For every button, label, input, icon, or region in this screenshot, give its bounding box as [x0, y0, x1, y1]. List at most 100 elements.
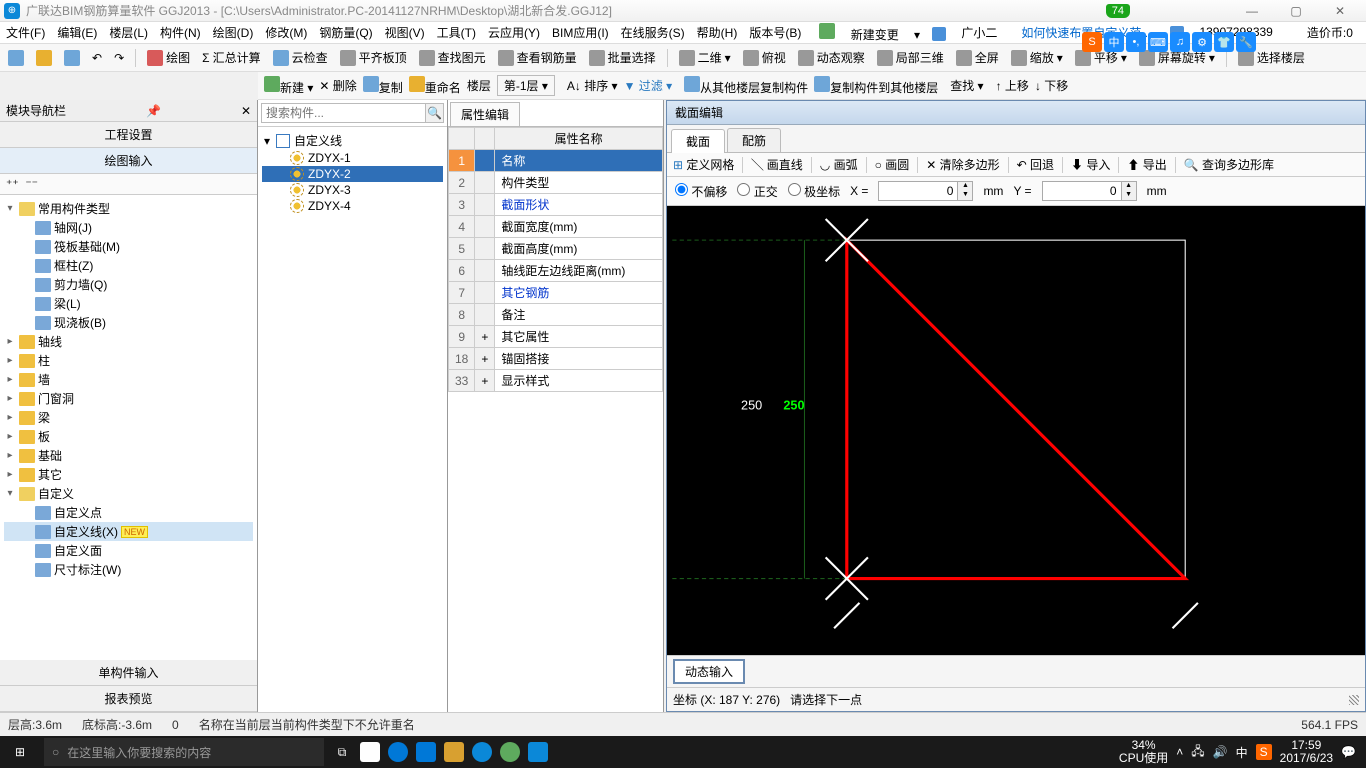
- taskbar-app-6[interactable]: [496, 736, 524, 768]
- nav-node[interactable]: 自定义点: [4, 503, 253, 522]
- batch-select-button[interactable]: 批量选择: [585, 47, 660, 68]
- orbit-button[interactable]: 动态观察: [794, 47, 869, 68]
- system-tray[interactable]: 34%CPU使用 ˄ 🖧 🔊 中 S 17:592017/6/23 💬: [1109, 739, 1366, 765]
- start-button[interactable]: ⊞: [0, 736, 40, 768]
- open-file-button[interactable]: [32, 48, 56, 68]
- nav-node[interactable]: 尺寸标注(W): [4, 560, 253, 579]
- nav-node[interactable]: 筏板基础(M): [4, 237, 253, 256]
- tab-section[interactable]: 截面: [671, 129, 725, 153]
- taskbar-app-4[interactable]: [440, 736, 468, 768]
- menu-floor[interactable]: 楼层(L): [109, 24, 148, 41]
- property-row[interactable]: 8备注: [449, 304, 663, 326]
- menu-online[interactable]: 在线服务(S): [621, 24, 685, 41]
- component-tree[interactable]: ▾自定义线ZDYX-1ZDYX-2ZDYX-3ZDYX-4: [258, 127, 447, 712]
- radio-ortho[interactable]: 正交: [737, 183, 777, 200]
- save-button[interactable]: [60, 48, 84, 68]
- filter-button[interactable]: ▼ 过滤 ▾: [624, 77, 673, 94]
- nav-node[interactable]: 剪力墙(Q): [4, 275, 253, 294]
- menu-version[interactable]: 版本号(B): [749, 24, 801, 41]
- import-button[interactable]: ⬇ 导入: [1071, 156, 1110, 173]
- component-item[interactable]: ZDYX-1: [262, 150, 443, 166]
- tab-rebar[interactable]: 配筋: [727, 128, 781, 152]
- tray-sogou-icon[interactable]: S: [1256, 744, 1272, 760]
- menu-bim[interactable]: BIM应用(I): [552, 24, 609, 41]
- component-root[interactable]: ▾自定义线: [262, 131, 443, 150]
- redo-button[interactable]: ↷: [110, 49, 128, 67]
- menu-cloud[interactable]: 云应用(Y): [488, 24, 540, 41]
- single-component-button[interactable]: 单构件输入: [0, 660, 257, 686]
- draw-line-button[interactable]: ╲ 画直线: [751, 156, 802, 173]
- sort-button[interactable]: A↓ 排序 ▾: [567, 77, 618, 94]
- new-file-button[interactable]: [4, 48, 28, 68]
- new-change-button[interactable]: 新建变更: [851, 28, 899, 42]
- property-row[interactable]: 9+其它属性: [449, 326, 663, 348]
- nav-node[interactable]: ▸门窗洞: [4, 389, 253, 408]
- copy-from-floor-button[interactable]: 从其他楼层复制构件: [684, 76, 808, 96]
- find-button[interactable]: 查找 ▾: [950, 77, 983, 94]
- property-row[interactable]: 2构件类型: [449, 172, 663, 194]
- draw-arc-button[interactable]: ◡ 画弧: [820, 156, 858, 173]
- project-settings-button[interactable]: 工程设置: [0, 122, 257, 148]
- nav-panel-pin-icon[interactable]: 📌: [146, 104, 161, 118]
- nav-node[interactable]: ▸墙: [4, 370, 253, 389]
- property-row[interactable]: 3截面形状: [449, 194, 663, 216]
- tray-notifications-icon[interactable]: 💬: [1341, 745, 1356, 759]
- copy-button[interactable]: 复制: [363, 76, 403, 96]
- menu-file[interactable]: 文件(F): [6, 24, 45, 41]
- export-button[interactable]: ⬆ 导出: [1127, 156, 1166, 173]
- taskbar-app-1[interactable]: [356, 736, 384, 768]
- resize-grip-icon[interactable]: [1349, 695, 1359, 705]
- tray-up-icon[interactable]: ˄: [1176, 745, 1183, 759]
- find-element-button[interactable]: 查找图元: [415, 47, 490, 68]
- property-row[interactable]: 5截面高度(mm): [449, 238, 663, 260]
- update-badge[interactable]: 74: [1106, 4, 1130, 18]
- nav-node[interactable]: ▸柱: [4, 351, 253, 370]
- property-tab[interactable]: 属性编辑: [450, 102, 520, 126]
- tray-ime-icon[interactable]: 中: [1236, 744, 1248, 761]
- maximize-button[interactable]: ▢: [1274, 1, 1318, 21]
- section-canvas[interactable]: 250250: [667, 206, 1365, 655]
- move-up-button[interactable]: ↑ 上移: [996, 77, 1029, 94]
- property-grid[interactable]: 属性名称 1名称2构件类型3截面形状4截面宽度(mm)5截面高度(mm)6轴线距…: [448, 126, 663, 712]
- property-row[interactable]: 1名称: [449, 150, 663, 172]
- undo-draw-button[interactable]: ↶ 回退: [1017, 156, 1054, 173]
- view-2d-button[interactable]: 二维 ▾: [675, 47, 735, 68]
- move-down-button[interactable]: ↓ 下移: [1035, 77, 1068, 94]
- y-spin-up[interactable]: ▲: [1122, 182, 1136, 191]
- y-spin-down[interactable]: ▼: [1122, 191, 1136, 200]
- property-row[interactable]: 7其它钢筋: [449, 282, 663, 304]
- y-input[interactable]: [1043, 182, 1121, 200]
- collapse-all-icon[interactable]: ⁻⁻: [25, 177, 38, 191]
- top-view-button[interactable]: 俯视: [739, 47, 790, 68]
- property-row[interactable]: 6轴线距左边线距离(mm): [449, 260, 663, 282]
- nav-node[interactable]: 自定义线(X)NEW: [4, 522, 253, 541]
- clear-polygon-button[interactable]: ✕ 清除多边形: [926, 156, 999, 173]
- menu-draw[interactable]: 绘图(D): [213, 24, 254, 41]
- component-item[interactable]: ZDYX-4: [262, 198, 443, 214]
- cloud-check-button[interactable]: 云检查: [269, 47, 332, 68]
- component-item[interactable]: ZDYX-3: [262, 182, 443, 198]
- draw-button[interactable]: 绘图: [143, 47, 194, 68]
- radio-no-offset[interactable]: 不偏移: [675, 183, 727, 200]
- x-input[interactable]: [879, 182, 957, 200]
- nav-node[interactable]: ▸其它: [4, 465, 253, 484]
- tray-network-icon[interactable]: 🖧: [1191, 742, 1204, 763]
- ime-badge[interactable]: S 中 •, ⌨ ♫ ⚙ 👕 🔧: [1082, 32, 1256, 52]
- nav-node[interactable]: 现浇板(B): [4, 313, 253, 332]
- property-row[interactable]: 33+显示样式: [449, 370, 663, 392]
- undo-button[interactable]: ↶: [88, 49, 106, 67]
- sum-button[interactable]: Σ 汇总计算: [198, 47, 264, 68]
- draw-circle-button[interactable]: ○ 画圆: [875, 156, 910, 173]
- search-icon[interactable]: 🔍: [426, 103, 444, 123]
- expand-all-icon[interactable]: ⁺⁺: [6, 177, 19, 191]
- close-button[interactable]: ✕: [1318, 1, 1362, 21]
- nav-node[interactable]: 框柱(Z): [4, 256, 253, 275]
- align-top-button[interactable]: 平齐板顶: [336, 47, 411, 68]
- component-item[interactable]: ZDYX-2: [262, 166, 443, 182]
- nav-node[interactable]: 轴网(J): [4, 218, 253, 237]
- menu-rebar[interactable]: 钢筋量(Q): [319, 24, 372, 41]
- nav-tree[interactable]: ▾常用构件类型轴网(J)筏板基础(M)框柱(Z)剪力墙(Q)梁(L)现浇板(B)…: [0, 195, 257, 660]
- view-rebar-button[interactable]: 查看钢筋量: [494, 47, 581, 68]
- delete-button[interactable]: ✕ 删除: [319, 77, 356, 94]
- menu-view[interactable]: 视图(V): [385, 24, 425, 41]
